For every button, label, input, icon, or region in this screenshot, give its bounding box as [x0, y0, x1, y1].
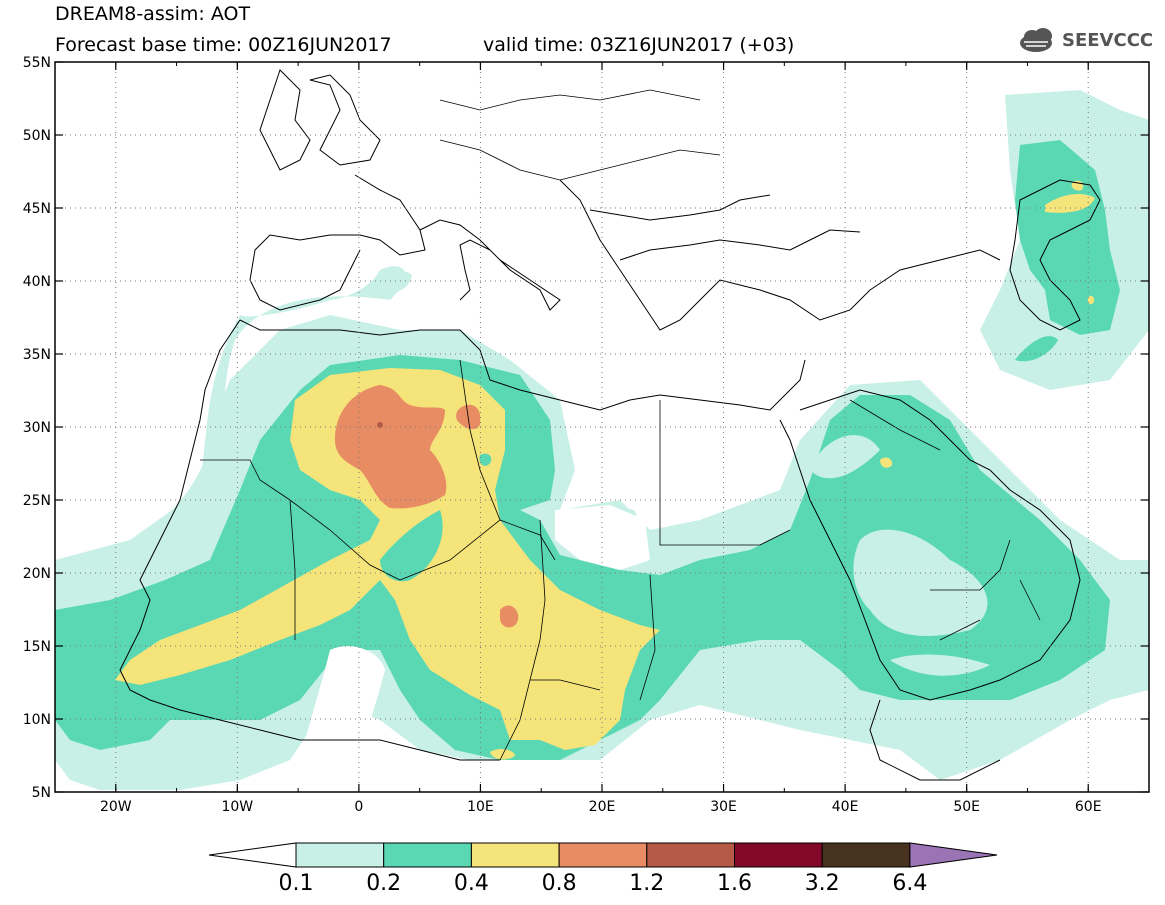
lat-labels: 5N 10N 15N 20N 25N 30N 35N 40N 45N 50N 55N: [23, 55, 51, 801]
colorbar-max-arrow: [909, 842, 998, 868]
colorbar-label: 0.2: [366, 871, 401, 896]
lat-label: 50N: [23, 128, 51, 144]
colorbar-label: 0.4: [454, 871, 489, 896]
graticule: [55, 62, 1149, 792]
colorbar-swatch: [821, 842, 911, 868]
lat-label: 35N: [23, 347, 51, 363]
aot-fields: [55, 90, 1149, 790]
lon-label: 50E: [953, 799, 980, 815]
lat-label: 15N: [23, 639, 51, 655]
lon-label: 10W: [221, 799, 253, 815]
colorbar-swatch: [734, 842, 823, 868]
colorbar-label: 0.8: [542, 871, 577, 896]
colorbar-swatch: [558, 842, 648, 868]
colorbar-swatch: [383, 842, 472, 868]
lon-label: 20W: [100, 799, 132, 815]
coastlines: [119, 69, 1101, 781]
lat-label: 10N: [23, 712, 51, 728]
lat-label: 25N: [23, 493, 51, 509]
lon-label: 40E: [832, 799, 859, 815]
colorbar-label: 0.1: [279, 871, 314, 896]
colorbar-swatch: [295, 842, 385, 868]
valid-time: valid time: 03Z16JUN2017 (+03): [483, 34, 795, 56]
lon-label: 30E: [710, 799, 737, 815]
colorbar-swatch: [646, 842, 735, 868]
map-title: DREAM8-assim: AOT: [55, 3, 251, 25]
colorbar-label: 6.4: [892, 871, 927, 896]
lon-label: 0: [354, 799, 363, 815]
lat-label: 5N: [32, 785, 51, 801]
lon-label: 10E: [467, 799, 494, 815]
lon-label: 60E: [1075, 799, 1102, 815]
lat-label: 45N: [23, 201, 51, 217]
colorbar-swatch: [470, 842, 560, 868]
colorbar-min-arrow: [208, 842, 297, 868]
country-borders: [200, 89, 1041, 761]
lat-label: 20N: [23, 566, 51, 582]
lon-labels: 20W 10W 0 10E 20E 30E 40E 50E 60E: [100, 799, 1102, 815]
cloud-icon: [1020, 28, 1052, 52]
lat-label: 55N: [23, 55, 51, 71]
lat-label: 40N: [23, 274, 51, 290]
axis-ticks: [54, 61, 1150, 793]
lon-label: 20E: [589, 799, 616, 815]
logo-text: SEEVCCC: [1062, 30, 1154, 51]
forecast-base-time: Forecast base time: 00Z16JUN2017: [55, 34, 392, 56]
lat-label: 30N: [23, 420, 51, 436]
colorbar-label: 1.6: [717, 871, 752, 896]
colorbar-label: 3.2: [805, 871, 840, 896]
colorbar-label: 1.2: [629, 871, 664, 896]
